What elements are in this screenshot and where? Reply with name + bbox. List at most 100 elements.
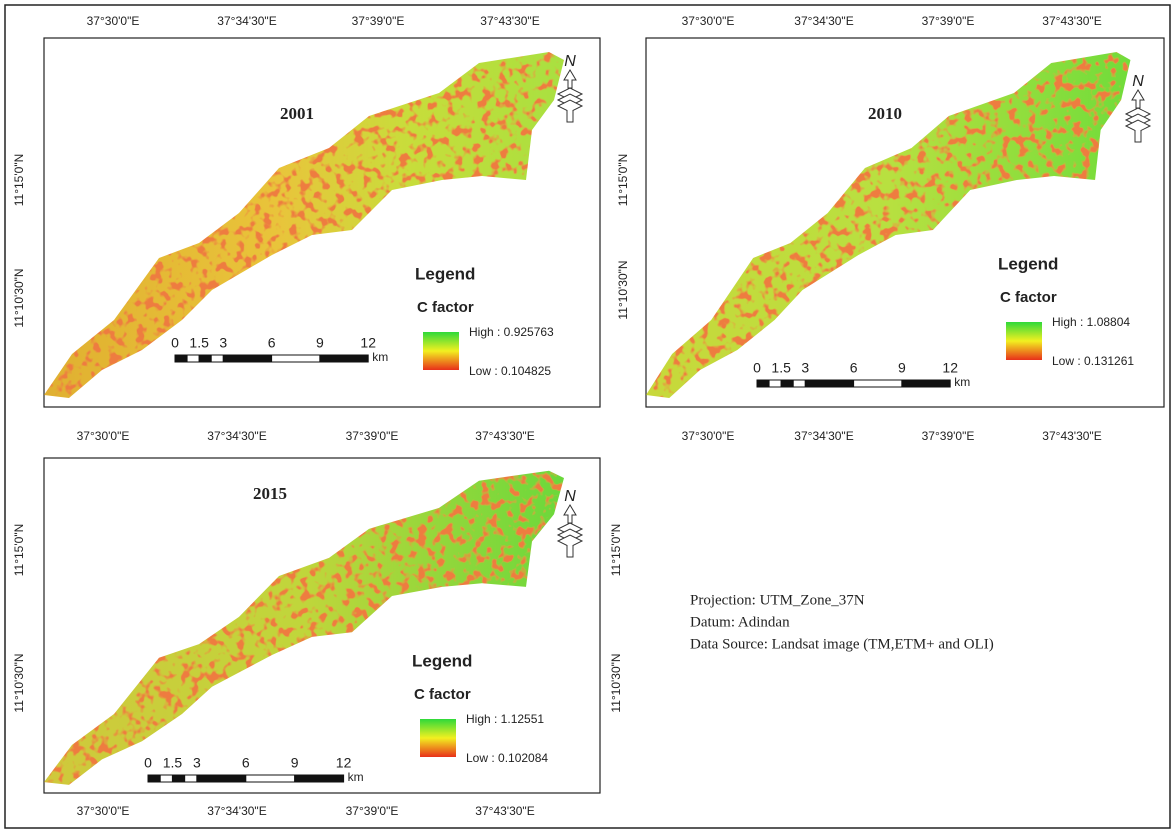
map-panel: 37°30'0"E 37°34'30"E 37°39'0"E 37°43'30"E 37… bbox=[616, 14, 1165, 443]
legend-field: C factor bbox=[1000, 289, 1057, 306]
longitude-label: 37°43'30"E bbox=[1042, 14, 1101, 28]
scale-segment bbox=[171, 774, 186, 783]
scale-segment bbox=[804, 379, 855, 388]
latitude-label: 11°15'0"N bbox=[12, 524, 26, 577]
scale-tick-label: 9 bbox=[898, 360, 906, 376]
scale-tick-label: 9 bbox=[316, 335, 324, 351]
map-title: 2001 bbox=[280, 104, 314, 123]
longitude-label: 37°30'0"E bbox=[77, 429, 130, 443]
scale-tick-label: 6 bbox=[850, 360, 858, 376]
north-arrow bbox=[566, 110, 574, 123]
scale-segment bbox=[768, 379, 782, 388]
scale-segment bbox=[147, 774, 161, 783]
scale-segment bbox=[901, 379, 951, 388]
info-line: Data Source: Landsat image (TM,ETM+ and … bbox=[690, 636, 994, 652]
longitude-label: 37°43'30"E bbox=[480, 14, 539, 28]
scale-unit: km bbox=[348, 770, 364, 784]
outer-border bbox=[4, 4, 1171, 829]
scale-tick-label: 0 bbox=[753, 360, 761, 376]
legend-high: High : 1.08804 bbox=[1052, 315, 1130, 329]
longitude-label: 37°34'30"E bbox=[207, 429, 266, 443]
watershed bbox=[646, 52, 1131, 398]
map-title: 2010 bbox=[868, 104, 902, 123]
north-label: N bbox=[1132, 73, 1144, 90]
scale-tick-label: 3 bbox=[219, 335, 227, 351]
longitude-label: 37°30'0"E bbox=[87, 14, 140, 28]
latitude-label: 11°10'30"N bbox=[616, 260, 630, 319]
map-panel: 37°30'0"E 37°34'30"E 37°39'0"E 37°43'30"E 11… bbox=[12, 14, 601, 408]
scale-tick-label: 6 bbox=[242, 755, 250, 771]
north-arrow bbox=[566, 545, 574, 558]
longitude-label: 37°30'0"E bbox=[682, 14, 735, 28]
scale-segment bbox=[210, 354, 224, 363]
watershed bbox=[44, 52, 564, 398]
scale-tick-label: 12 bbox=[336, 755, 352, 771]
scale-segment bbox=[174, 354, 188, 363]
latitude-label: 11°10'30"N bbox=[12, 653, 26, 712]
scale-tick-label: 0 bbox=[171, 335, 179, 351]
scale-tick-label: 0 bbox=[144, 755, 152, 771]
scale-segment bbox=[222, 354, 273, 363]
longitude-label: 37°43'30"E bbox=[475, 429, 534, 443]
latitude-label: 11°15'0"N bbox=[12, 154, 26, 207]
map-title: 2015 bbox=[253, 484, 287, 503]
scale-segment bbox=[186, 354, 200, 363]
scale-tick-label: 12 bbox=[360, 335, 376, 351]
scale-tick-label: 12 bbox=[942, 360, 958, 376]
legend-low: Low : 0.102084 bbox=[466, 751, 548, 765]
longitude-label: 37°39'0"E bbox=[346, 429, 399, 443]
legend-low: Low : 0.104825 bbox=[469, 364, 551, 378]
longitude-label: 37°30'0"E bbox=[77, 804, 130, 818]
scale-segment bbox=[294, 774, 345, 783]
scale-segment bbox=[780, 379, 794, 388]
legend-title: Legend bbox=[415, 264, 475, 283]
scale-segment bbox=[245, 774, 296, 783]
scale-unit: km bbox=[372, 350, 388, 364]
north-arrow bbox=[1124, 119, 1152, 133]
scale-tick-label: 1.5 bbox=[163, 755, 183, 771]
north-arrow bbox=[556, 534, 584, 548]
longitude-label: 37°34'30"E bbox=[794, 429, 853, 443]
longitude-label: 37°34'30"E bbox=[217, 14, 276, 28]
scale-tick-label: 1.5 bbox=[189, 335, 209, 351]
scale-tick-label: 9 bbox=[291, 755, 299, 771]
scale-segment bbox=[792, 379, 806, 388]
watershed bbox=[44, 470, 564, 785]
north-arrow bbox=[556, 99, 584, 113]
longitude-label: 37°30'0"E bbox=[682, 429, 735, 443]
latitude-label: 11°15'0"N bbox=[616, 154, 630, 207]
legend-ramp bbox=[1006, 322, 1042, 360]
north-arrow bbox=[1134, 130, 1142, 143]
longitude-label: 37°39'0"E bbox=[922, 429, 975, 443]
legend-title: Legend bbox=[998, 254, 1058, 273]
scale-segment bbox=[196, 774, 247, 783]
scale-segment bbox=[198, 354, 212, 363]
scale-segment bbox=[184, 774, 198, 783]
longitude-label: 37°39'0"E bbox=[922, 14, 975, 28]
legend-title: Legend bbox=[412, 651, 472, 670]
scale-segment bbox=[853, 379, 903, 388]
longitude-label: 37°39'0"E bbox=[352, 14, 405, 28]
map-panel: 37°30'0"E 37°34'30"E 37°39'0"E 37°43'30"E 37… bbox=[12, 429, 623, 818]
latitude-label: 11°10'30"N bbox=[12, 268, 26, 327]
maps: 37°30'0"E 37°34'30"E 37°39'0"E 37°43'30"E 11… bbox=[12, 14, 1165, 818]
legend-high: High : 0.925763 bbox=[469, 325, 554, 339]
longitude-label: 37°34'30"E bbox=[207, 804, 266, 818]
scale-tick-label: 6 bbox=[268, 335, 276, 351]
scale-tick-label: 3 bbox=[193, 755, 201, 771]
scale-segment bbox=[319, 354, 369, 363]
legend-field: C factor bbox=[414, 686, 471, 703]
scale-tick-label: 1.5 bbox=[771, 360, 791, 376]
scale-unit: km bbox=[954, 375, 970, 389]
legend-ramp bbox=[420, 719, 456, 757]
longitude-label: 37°43'30"E bbox=[475, 804, 534, 818]
legend-low: Low : 0.131261 bbox=[1052, 354, 1134, 368]
legend-field: C factor bbox=[417, 299, 474, 316]
north-label: N bbox=[564, 53, 576, 70]
legend-high: High : 1.12551 bbox=[466, 712, 544, 726]
longitude-label: 37°39'0"E bbox=[346, 804, 399, 818]
scale-tick-label: 3 bbox=[801, 360, 809, 376]
longitude-label: 37°43'30"E bbox=[1042, 429, 1101, 443]
legend-ramp bbox=[423, 332, 459, 370]
